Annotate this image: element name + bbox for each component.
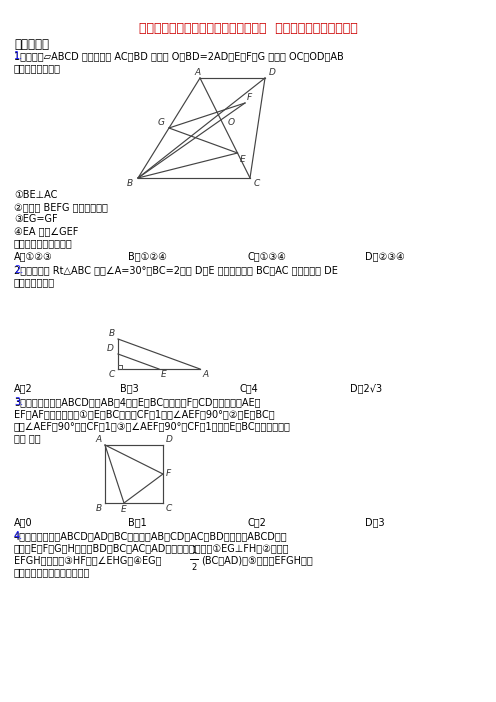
Text: B．①②④: B．①②④	[128, 251, 167, 261]
Text: C: C	[254, 179, 260, 188]
Text: ④EA 平分∠GEF: ④EA 平分∠GEF	[14, 226, 78, 236]
Text: 1: 1	[191, 546, 196, 555]
Text: A．①②③: A．①②③	[14, 251, 53, 261]
Text: 有（ ）个: 有（ ）个	[14, 433, 41, 443]
Text: A: A	[96, 435, 102, 444]
Text: F: F	[166, 470, 171, 479]
Text: C: C	[166, 504, 172, 513]
Text: O: O	[228, 118, 235, 127]
Text: B．1: B．1	[128, 517, 147, 527]
Text: E: E	[121, 505, 127, 514]
Text: ②四边形 BEFG 是平行四边形: ②四边形 BEFG 是平行四边形	[14, 202, 108, 212]
Text: 八年级初二数学下学期平行四边形单元  易错题难题专项训练检测: 八年级初二数学下学期平行四边形单元 易错题难题专项训练检测	[138, 22, 358, 35]
Text: 其中正确的是（　　）: 其中正确的是（ ）	[14, 238, 73, 248]
Text: 3.: 3.	[14, 397, 23, 407]
Text: A: A	[195, 68, 201, 77]
Text: B．3: B．3	[120, 383, 139, 393]
Text: D: D	[269, 68, 276, 77]
Text: 点，∠AEF＝90°，则CF＝1；③若∠AEF＝90°，CF＝1，则点E为BC中点，正确的: 点，∠AEF＝90°，则CF＝1；③若∠AEF＝90°，CF＝1，则点E为BC中…	[14, 421, 291, 431]
Text: 1．如图，▱ABCD 中，对角线 AC、BD 相交于 O，BD=2AD，E、F、G 分别是 OC、OD、AB: 1．如图，▱ABCD 中，对角线 AC、BD 相交于 O，BD=2AD，E、F、…	[14, 51, 344, 61]
Text: 4.: 4.	[14, 531, 23, 541]
Text: D．②③④: D．②③④	[365, 251, 405, 261]
Text: E: E	[161, 370, 167, 379]
Text: 的中点，下列结论: 的中点，下列结论	[14, 63, 61, 73]
Text: 角线，E、F、G、H分别是BD、BC、AC、AD的中点下列结论：①EG⊥FH；②四边形: 角线，E、F、G、H分别是BD、BC、AC、AD的中点下列结论：①EG⊥FH；②…	[14, 543, 290, 553]
Text: B: B	[109, 329, 115, 338]
Text: B: B	[96, 504, 102, 513]
Text: EFGH是矩形；③HF平分∠EHG；④EG＝: EFGH是矩形；③HF平分∠EHG；④EG＝	[14, 555, 162, 565]
Text: G: G	[158, 118, 165, 127]
Text: A．2: A．2	[14, 383, 33, 393]
Text: D．2√3: D．2√3	[350, 383, 382, 393]
Text: E: E	[240, 155, 245, 164]
Text: 3．如图，正方形ABCD中，AB＝4，点E在BC边上，点F在CD边上，连接AE、: 3．如图，正方形ABCD中，AB＝4，点E在BC边上，点F在CD边上，连接AE、	[14, 397, 260, 407]
Text: A: A	[202, 370, 208, 379]
Text: 2: 2	[191, 563, 196, 572]
Text: D: D	[107, 344, 114, 353]
Text: D: D	[166, 435, 173, 444]
Text: D．3: D．3	[365, 517, 384, 527]
Text: C: C	[109, 370, 115, 379]
Text: 的长为（　　）: 的长为（ ）	[14, 277, 55, 287]
Text: A．0: A．0	[14, 517, 33, 527]
Text: 4．如图，四边形ABCD，AD与BC不平行，AB＝CD，AC、BD为四边形ABCD的对: 4．如图，四边形ABCD，AD与BC不平行，AB＝CD，AC、BD为四边形ABC…	[14, 531, 288, 541]
Text: F: F	[247, 93, 252, 102]
Text: C．①③④: C．①③④	[248, 251, 287, 261]
Text: 一、选择题: 一、选择题	[14, 38, 49, 51]
Text: C．2: C．2	[248, 517, 267, 527]
Text: 2.: 2.	[14, 265, 23, 275]
Text: C．4: C．4	[240, 383, 259, 393]
Text: EF、AF，下列说法：①若E为BC中点，CF＝1，则∠AEF＝90°；②若E为BC中: EF、AF，下列说法：①若E为BC中点，CF＝1，则∠AEF＝90°；②若E为B…	[14, 409, 275, 419]
Text: 2．如图，在 Rt△ABC 中，∠A=30°，BC=2，点 D、E 分别是直角边 BC、AC 的中点，则 DE: 2．如图，在 Rt△ABC 中，∠A=30°，BC=2，点 D、E 分别是直角边…	[14, 265, 338, 275]
Text: ①BE⊥AC: ①BE⊥AC	[14, 190, 58, 200]
Text: B: B	[127, 179, 133, 188]
Text: 形，其中正确的个数是（　）: 形，其中正确的个数是（ ）	[14, 567, 90, 577]
Text: 1.: 1.	[14, 51, 23, 61]
Text: ③EG=GF: ③EG=GF	[14, 214, 58, 224]
Text: (BC－AD)；⑤四边形EFGH是菱: (BC－AD)；⑤四边形EFGH是菱	[201, 555, 313, 565]
